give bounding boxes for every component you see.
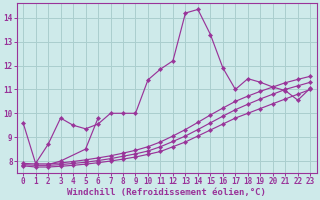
- X-axis label: Windchill (Refroidissement éolien,°C): Windchill (Refroidissement éolien,°C): [67, 188, 266, 197]
